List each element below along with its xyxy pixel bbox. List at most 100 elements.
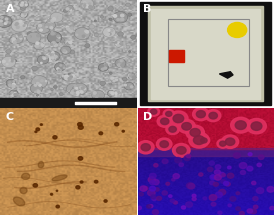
Circle shape: [120, 59, 123, 62]
Circle shape: [55, 44, 58, 46]
Circle shape: [34, 90, 36, 92]
Circle shape: [56, 45, 58, 46]
Circle shape: [9, 22, 10, 23]
Circle shape: [36, 128, 39, 131]
Circle shape: [37, 23, 50, 33]
Circle shape: [60, 65, 62, 66]
Circle shape: [63, 88, 67, 90]
Circle shape: [40, 29, 42, 31]
Circle shape: [0, 15, 12, 28]
Circle shape: [68, 77, 71, 80]
Circle shape: [36, 77, 38, 79]
Circle shape: [19, 4, 21, 6]
Circle shape: [44, 58, 45, 59]
Circle shape: [95, 92, 98, 94]
Circle shape: [63, 9, 68, 12]
Circle shape: [201, 138, 207, 143]
Circle shape: [24, 23, 26, 24]
Circle shape: [32, 82, 35, 84]
Circle shape: [152, 210, 159, 215]
Circle shape: [110, 92, 111, 93]
Circle shape: [188, 184, 195, 189]
Circle shape: [150, 109, 157, 114]
Circle shape: [129, 74, 132, 77]
Circle shape: [113, 15, 117, 17]
Circle shape: [228, 166, 231, 169]
Circle shape: [112, 91, 121, 98]
Circle shape: [63, 50, 66, 52]
Circle shape: [89, 6, 92, 8]
Circle shape: [75, 88, 76, 89]
Circle shape: [90, 73, 94, 76]
Circle shape: [141, 144, 150, 151]
Circle shape: [33, 184, 38, 187]
Circle shape: [192, 194, 196, 197]
Circle shape: [20, 6, 25, 10]
Circle shape: [42, 86, 45, 88]
Circle shape: [5, 18, 8, 20]
Circle shape: [76, 34, 78, 35]
Circle shape: [30, 84, 42, 93]
Circle shape: [122, 130, 124, 132]
Circle shape: [115, 78, 118, 80]
Circle shape: [12, 63, 15, 66]
Circle shape: [22, 15, 23, 16]
Circle shape: [40, 27, 42, 28]
Circle shape: [187, 154, 191, 158]
Circle shape: [57, 35, 59, 37]
Circle shape: [150, 173, 156, 178]
Circle shape: [12, 38, 15, 40]
Circle shape: [1, 16, 3, 18]
Circle shape: [46, 95, 49, 97]
Circle shape: [11, 57, 14, 60]
Circle shape: [228, 204, 232, 207]
Circle shape: [203, 197, 207, 200]
Circle shape: [108, 6, 113, 11]
Circle shape: [8, 81, 11, 83]
Circle shape: [10, 34, 23, 44]
Circle shape: [112, 94, 115, 96]
Circle shape: [13, 81, 15, 82]
Circle shape: [4, 22, 7, 24]
Circle shape: [2, 60, 5, 63]
Circle shape: [0, 23, 3, 26]
Circle shape: [211, 202, 216, 206]
Circle shape: [108, 33, 111, 35]
Circle shape: [66, 5, 73, 11]
Circle shape: [25, 3, 27, 5]
Circle shape: [215, 192, 222, 198]
Circle shape: [251, 122, 262, 131]
Circle shape: [24, 25, 26, 27]
Circle shape: [52, 43, 54, 45]
Circle shape: [67, 28, 69, 30]
Circle shape: [189, 132, 209, 148]
Circle shape: [64, 51, 67, 53]
Circle shape: [69, 41, 72, 43]
Circle shape: [119, 60, 122, 62]
Circle shape: [48, 51, 60, 61]
Circle shape: [109, 18, 112, 21]
Circle shape: [89, 3, 91, 4]
Circle shape: [47, 17, 55, 23]
Circle shape: [19, 36, 22, 38]
Circle shape: [100, 15, 104, 18]
Circle shape: [20, 4, 23, 6]
Circle shape: [38, 24, 42, 27]
Circle shape: [108, 30, 110, 31]
Ellipse shape: [38, 162, 44, 168]
Circle shape: [111, 92, 114, 94]
Circle shape: [84, 3, 85, 5]
Circle shape: [81, 87, 84, 89]
Circle shape: [16, 35, 18, 37]
Circle shape: [50, 26, 53, 28]
Circle shape: [57, 39, 60, 41]
Circle shape: [230, 197, 236, 201]
Circle shape: [144, 187, 148, 190]
Circle shape: [48, 20, 50, 22]
Circle shape: [8, 60, 11, 61]
Circle shape: [267, 187, 274, 192]
Circle shape: [43, 58, 45, 59]
Circle shape: [24, 13, 26, 15]
Circle shape: [104, 64, 106, 65]
Circle shape: [186, 202, 193, 207]
